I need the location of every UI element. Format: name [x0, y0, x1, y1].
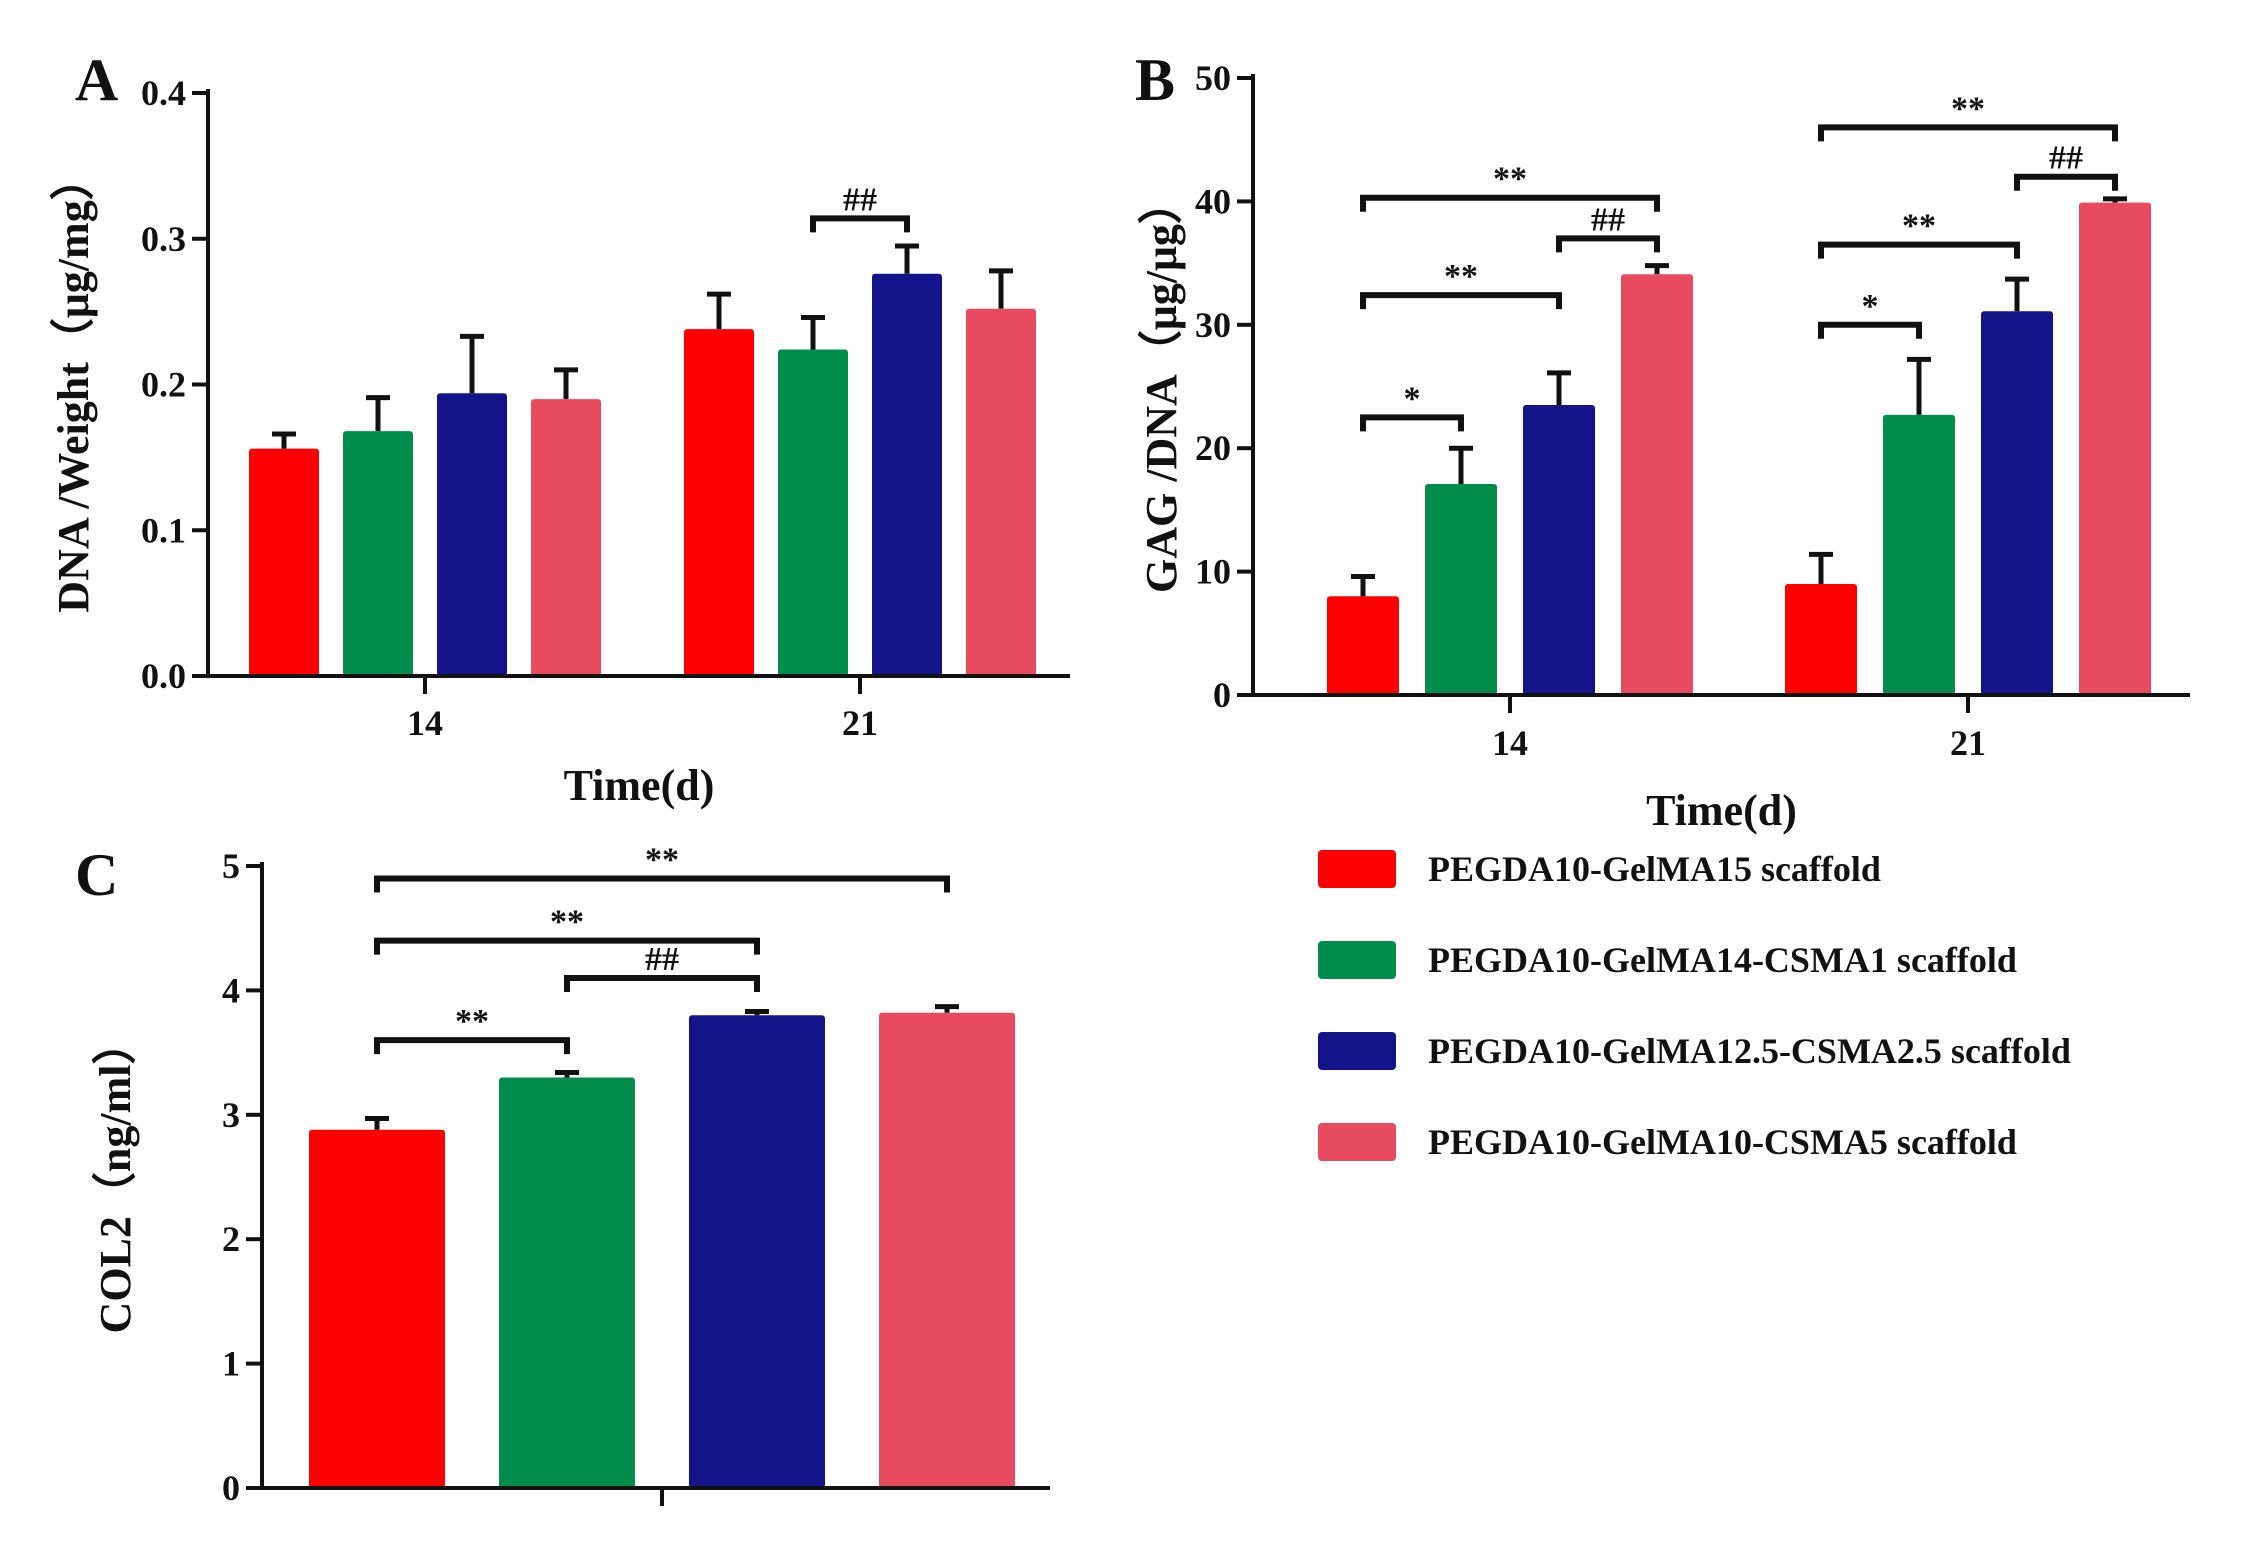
bar — [689, 1015, 825, 1488]
y-tick-label: 30 — [1195, 305, 1231, 345]
legend-label: PEGDA10-GelMA14-CSMA1 scaffold — [1428, 940, 2017, 980]
bar — [1621, 274, 1693, 695]
y-tick-label: 4 — [222, 970, 240, 1010]
bar — [531, 399, 601, 676]
y-tick-label: 3 — [222, 1095, 240, 1135]
y-tick-label: 40 — [1195, 181, 1231, 221]
y-tick-label: 10 — [1195, 552, 1231, 592]
y-tick-label: 0 — [1213, 675, 1231, 715]
y-axis-title: GAG /DNA（μg/μg） — [1137, 180, 1186, 593]
x-axis-title: Time(d) — [564, 761, 715, 810]
legend: PEGDA10-GelMA15 scaffold PEGDA10-GelMA14-… — [1318, 849, 2071, 1162]
bar — [966, 308, 1036, 676]
significance-marker: * — [1862, 288, 1879, 325]
legend-label: PEGDA10-GelMA12.5-CSMA2.5 scaffold — [1428, 1031, 2071, 1071]
bar — [249, 448, 319, 676]
significance-bracket — [1818, 124, 2118, 142]
significance-bracket — [1360, 292, 1562, 310]
bar — [2079, 202, 2151, 695]
panel-c: C 0 1 2 3 4 5 COL2（ng/ml） ** ## ** ** — [75, 841, 1050, 1508]
bar — [684, 329, 754, 676]
bar — [1523, 405, 1595, 695]
bar — [778, 349, 848, 676]
significance-marker: ** — [1444, 258, 1478, 295]
x-axis-title: Time(d) — [1646, 786, 1797, 835]
x-tick-label: 21 — [842, 703, 878, 743]
x-tick-label: 21 — [1950, 723, 1986, 763]
significance-bracket — [374, 1037, 570, 1055]
significance-bracket — [1556, 235, 1660, 253]
bar — [437, 393, 507, 676]
panel-letter: A — [75, 47, 118, 113]
x-tick-label: 14 — [407, 703, 443, 743]
significance-bracket — [1360, 194, 1660, 212]
bar — [872, 273, 942, 676]
significance-bracket — [564, 974, 760, 992]
y-tick-label: 0.4 — [141, 73, 186, 113]
significance-bracket — [1818, 321, 1922, 339]
significance-marker: ## — [843, 181, 877, 218]
x-tick-label: 14 — [1492, 723, 1528, 763]
y-tick-label: 0.0 — [141, 656, 186, 696]
y-tick-label: 0.2 — [141, 365, 186, 405]
y-axis-title: COL2（ng/ml） — [91, 1021, 140, 1334]
significance-marker: ## — [1591, 201, 1625, 238]
panel-a: A 0.0 0.1 0.2 0.3 0.4 14 21 Time(d) DNA /Weight（μ… — [49, 47, 1070, 810]
significance-bracket — [810, 215, 910, 233]
bar — [1981, 311, 2053, 695]
y-tick-label: 0.1 — [141, 510, 186, 550]
significance-bracket — [2014, 173, 2118, 191]
bar — [343, 431, 413, 676]
significance-marker: ** — [645, 841, 679, 878]
significance-marker: ## — [645, 941, 679, 978]
y-tick-label: 50 — [1195, 58, 1231, 98]
bar — [1883, 414, 1955, 695]
y-tick-label: 2 — [222, 1219, 240, 1259]
bar — [1327, 596, 1399, 695]
legend-swatch — [1318, 850, 1396, 888]
legend-label: PEGDA10-GelMA10-CSMA5 scaffold — [1428, 1122, 2017, 1162]
y-axis-title: DNA /Weight（μg/mg） — [49, 156, 98, 612]
legend-swatch — [1318, 1123, 1396, 1161]
y-tick-label: 20 — [1195, 428, 1231, 468]
bar — [1785, 583, 1857, 695]
legend-label: PEGDA10-GelMA15 scaffold — [1428, 849, 1881, 889]
bar — [309, 1129, 445, 1488]
y-tick-label: 1 — [222, 1344, 240, 1384]
legend-swatch — [1318, 941, 1396, 979]
legend-swatch — [1318, 1032, 1396, 1070]
bar — [879, 1012, 1015, 1488]
bar — [499, 1077, 635, 1488]
significance-marker: ** — [455, 1003, 489, 1040]
significance-marker: * — [1404, 380, 1421, 417]
significance-marker: ** — [1902, 208, 1936, 245]
y-tick-label: 0 — [222, 1468, 240, 1508]
significance-bracket — [374, 875, 950, 893]
panel-letter: B — [1135, 47, 1175, 113]
significance-bracket — [1818, 241, 2020, 259]
significance-marker: ## — [2049, 140, 2083, 177]
significance-marker: ** — [1951, 90, 1985, 127]
significance-marker: ** — [550, 904, 584, 941]
significance-bracket — [1360, 414, 1464, 432]
significance-marker: ** — [1493, 161, 1527, 198]
panel-letter: C — [75, 842, 118, 908]
bar — [1425, 483, 1497, 695]
y-tick-label: 0.3 — [141, 219, 186, 259]
y-tick-label: 5 — [222, 846, 240, 886]
significance-bracket — [374, 937, 760, 955]
